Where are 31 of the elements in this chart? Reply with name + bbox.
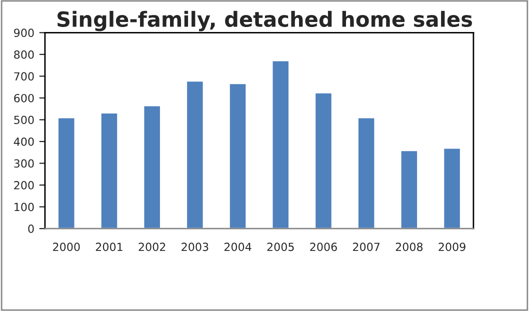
x-tick-label: 2003 xyxy=(182,242,208,252)
x-tick-label: 2000 xyxy=(53,242,80,252)
x-tick-label: 2008 xyxy=(396,242,423,252)
y-tick-label: 700 xyxy=(14,72,34,81)
bar xyxy=(228,82,248,229)
x-tick-label: 2004 xyxy=(224,242,252,252)
y-tick-label: 0 xyxy=(28,224,34,233)
y-tick-label: 400 xyxy=(14,137,34,146)
bar xyxy=(357,116,376,229)
bar xyxy=(186,80,204,229)
y-tick-label: 500 xyxy=(14,116,34,124)
bar xyxy=(400,150,418,229)
bar xyxy=(142,104,162,229)
x-tick-label: 2007 xyxy=(353,242,380,252)
y-tick-label: 900 xyxy=(14,28,34,38)
x-tick-label: 2002 xyxy=(138,242,166,252)
y-tick-label: 100 xyxy=(14,202,34,212)
x-tick-label: 2006 xyxy=(310,242,337,252)
y-tick-label: 800 xyxy=(14,50,34,59)
y-tick-label: 600 xyxy=(14,94,34,102)
bar xyxy=(57,116,76,229)
bar xyxy=(442,147,462,229)
bar xyxy=(271,60,290,229)
y-tick-label: 200 xyxy=(14,181,34,190)
bar xyxy=(314,92,333,229)
x-tick-label: 2005 xyxy=(267,242,294,252)
x-tick-label: 2001 xyxy=(96,242,122,252)
bar xyxy=(100,112,119,229)
chart-title: Single-family, detached home sales xyxy=(58,10,472,32)
y-tick-label: 300 xyxy=(14,159,34,168)
x-tick-label: 2009 xyxy=(438,242,466,252)
